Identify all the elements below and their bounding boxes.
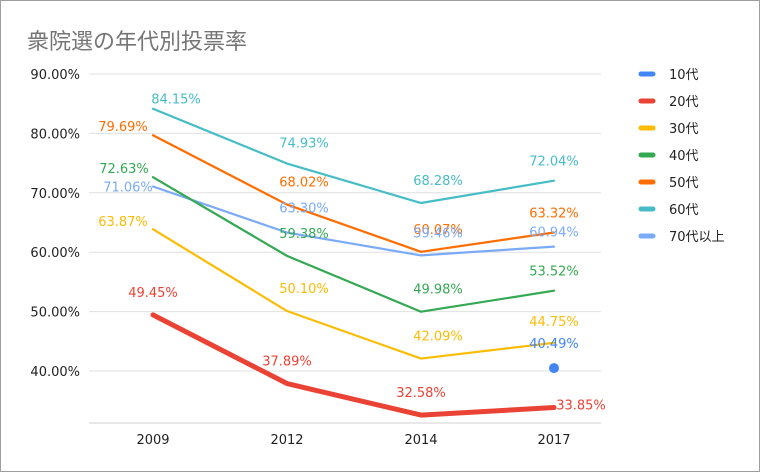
series-line [151, 185, 556, 257]
data-label: 37.89% [262, 355, 312, 370]
y-tick-label: 70.00% [30, 187, 80, 202]
legend-item[interactable]: 50代 [638, 176, 699, 191]
data-label: 42.09% [413, 330, 463, 345]
data-label: 59.38% [279, 227, 329, 242]
legend-label: 50代 [669, 176, 699, 191]
x-tick-label: 2012 [270, 433, 303, 448]
x-tick-label: 2009 [136, 433, 169, 448]
series-line [151, 107, 556, 205]
series-layer [150, 107, 559, 418]
data-label: 63.32% [529, 206, 579, 221]
legend-item[interactable]: 60代 [638, 203, 699, 218]
y-tick-label: 50.00% [30, 306, 80, 321]
legend-item[interactable]: 20代 [638, 95, 699, 110]
data-label: 40.49% [529, 337, 579, 352]
data-label: 32.58% [396, 386, 446, 401]
legend: 10代 20代 30代 40代 50代 60代 70代以上 [638, 68, 725, 245]
data-label: 33.85% [556, 399, 606, 414]
legend-label: 10代 [669, 68, 699, 83]
legend-label: 20代 [669, 95, 699, 110]
chart-title: 衆院選の年代別投票率 [27, 30, 247, 55]
data-label: 72.63% [99, 162, 149, 177]
data-label: 60.07% [413, 223, 463, 238]
legend-label: 30代 [669, 122, 699, 137]
data-label: 50.10% [279, 282, 329, 297]
data-label: 68.28% [413, 174, 463, 189]
data-label: 49.45% [128, 286, 178, 301]
data-label: 63.87% [98, 215, 148, 230]
y-tick-label: 90.00% [30, 68, 80, 83]
y-axis-ticks: 40.00% 50.00% 60.00% 70.00% 80.00% 90.00% [30, 68, 80, 380]
data-label: 84.15% [151, 93, 201, 108]
data-label: 60.94% [529, 226, 579, 241]
y-tick-label: 80.00% [30, 127, 80, 142]
series-line [151, 228, 556, 360]
data-label: 63.30% [279, 202, 329, 217]
data-label: 71.06% [103, 181, 153, 196]
legend-item[interactable]: 30代 [638, 122, 699, 137]
data-label: 59.46% [413, 226, 463, 241]
x-tick-label: 2017 [537, 433, 570, 448]
series-line [151, 176, 556, 313]
data-point [549, 363, 559, 374]
data-label: 79.69% [98, 120, 148, 135]
series-line [151, 134, 556, 253]
y-tick-label: 40.00% [30, 365, 80, 380]
data-label: 72.04% [529, 155, 579, 170]
legend-label: 70代以上 [669, 230, 725, 245]
legend-item[interactable]: 10代 [638, 68, 699, 83]
data-label: 49.98% [413, 283, 463, 298]
y-tick-label: 60.00% [30, 246, 80, 261]
legend-item[interactable]: 40代 [638, 149, 699, 164]
legend-item[interactable]: 70代以上 [638, 230, 725, 245]
series-line [150, 312, 557, 418]
data-label: 68.02% [279, 176, 329, 191]
data-label: 74.93% [279, 137, 329, 152]
data-label: 44.75% [529, 315, 579, 330]
x-axis-ticks: 2009 2012 2014 2017 [136, 433, 570, 448]
x-tick-label: 2014 [404, 433, 437, 448]
legend-label: 40代 [669, 149, 699, 164]
data-label: 53.52% [529, 265, 579, 280]
data-labels: 40.49% 49.45% 37.89% 32.58% 33.85% 63.87% 50.1… [98, 93, 606, 414]
legend-label: 60代 [669, 203, 699, 218]
